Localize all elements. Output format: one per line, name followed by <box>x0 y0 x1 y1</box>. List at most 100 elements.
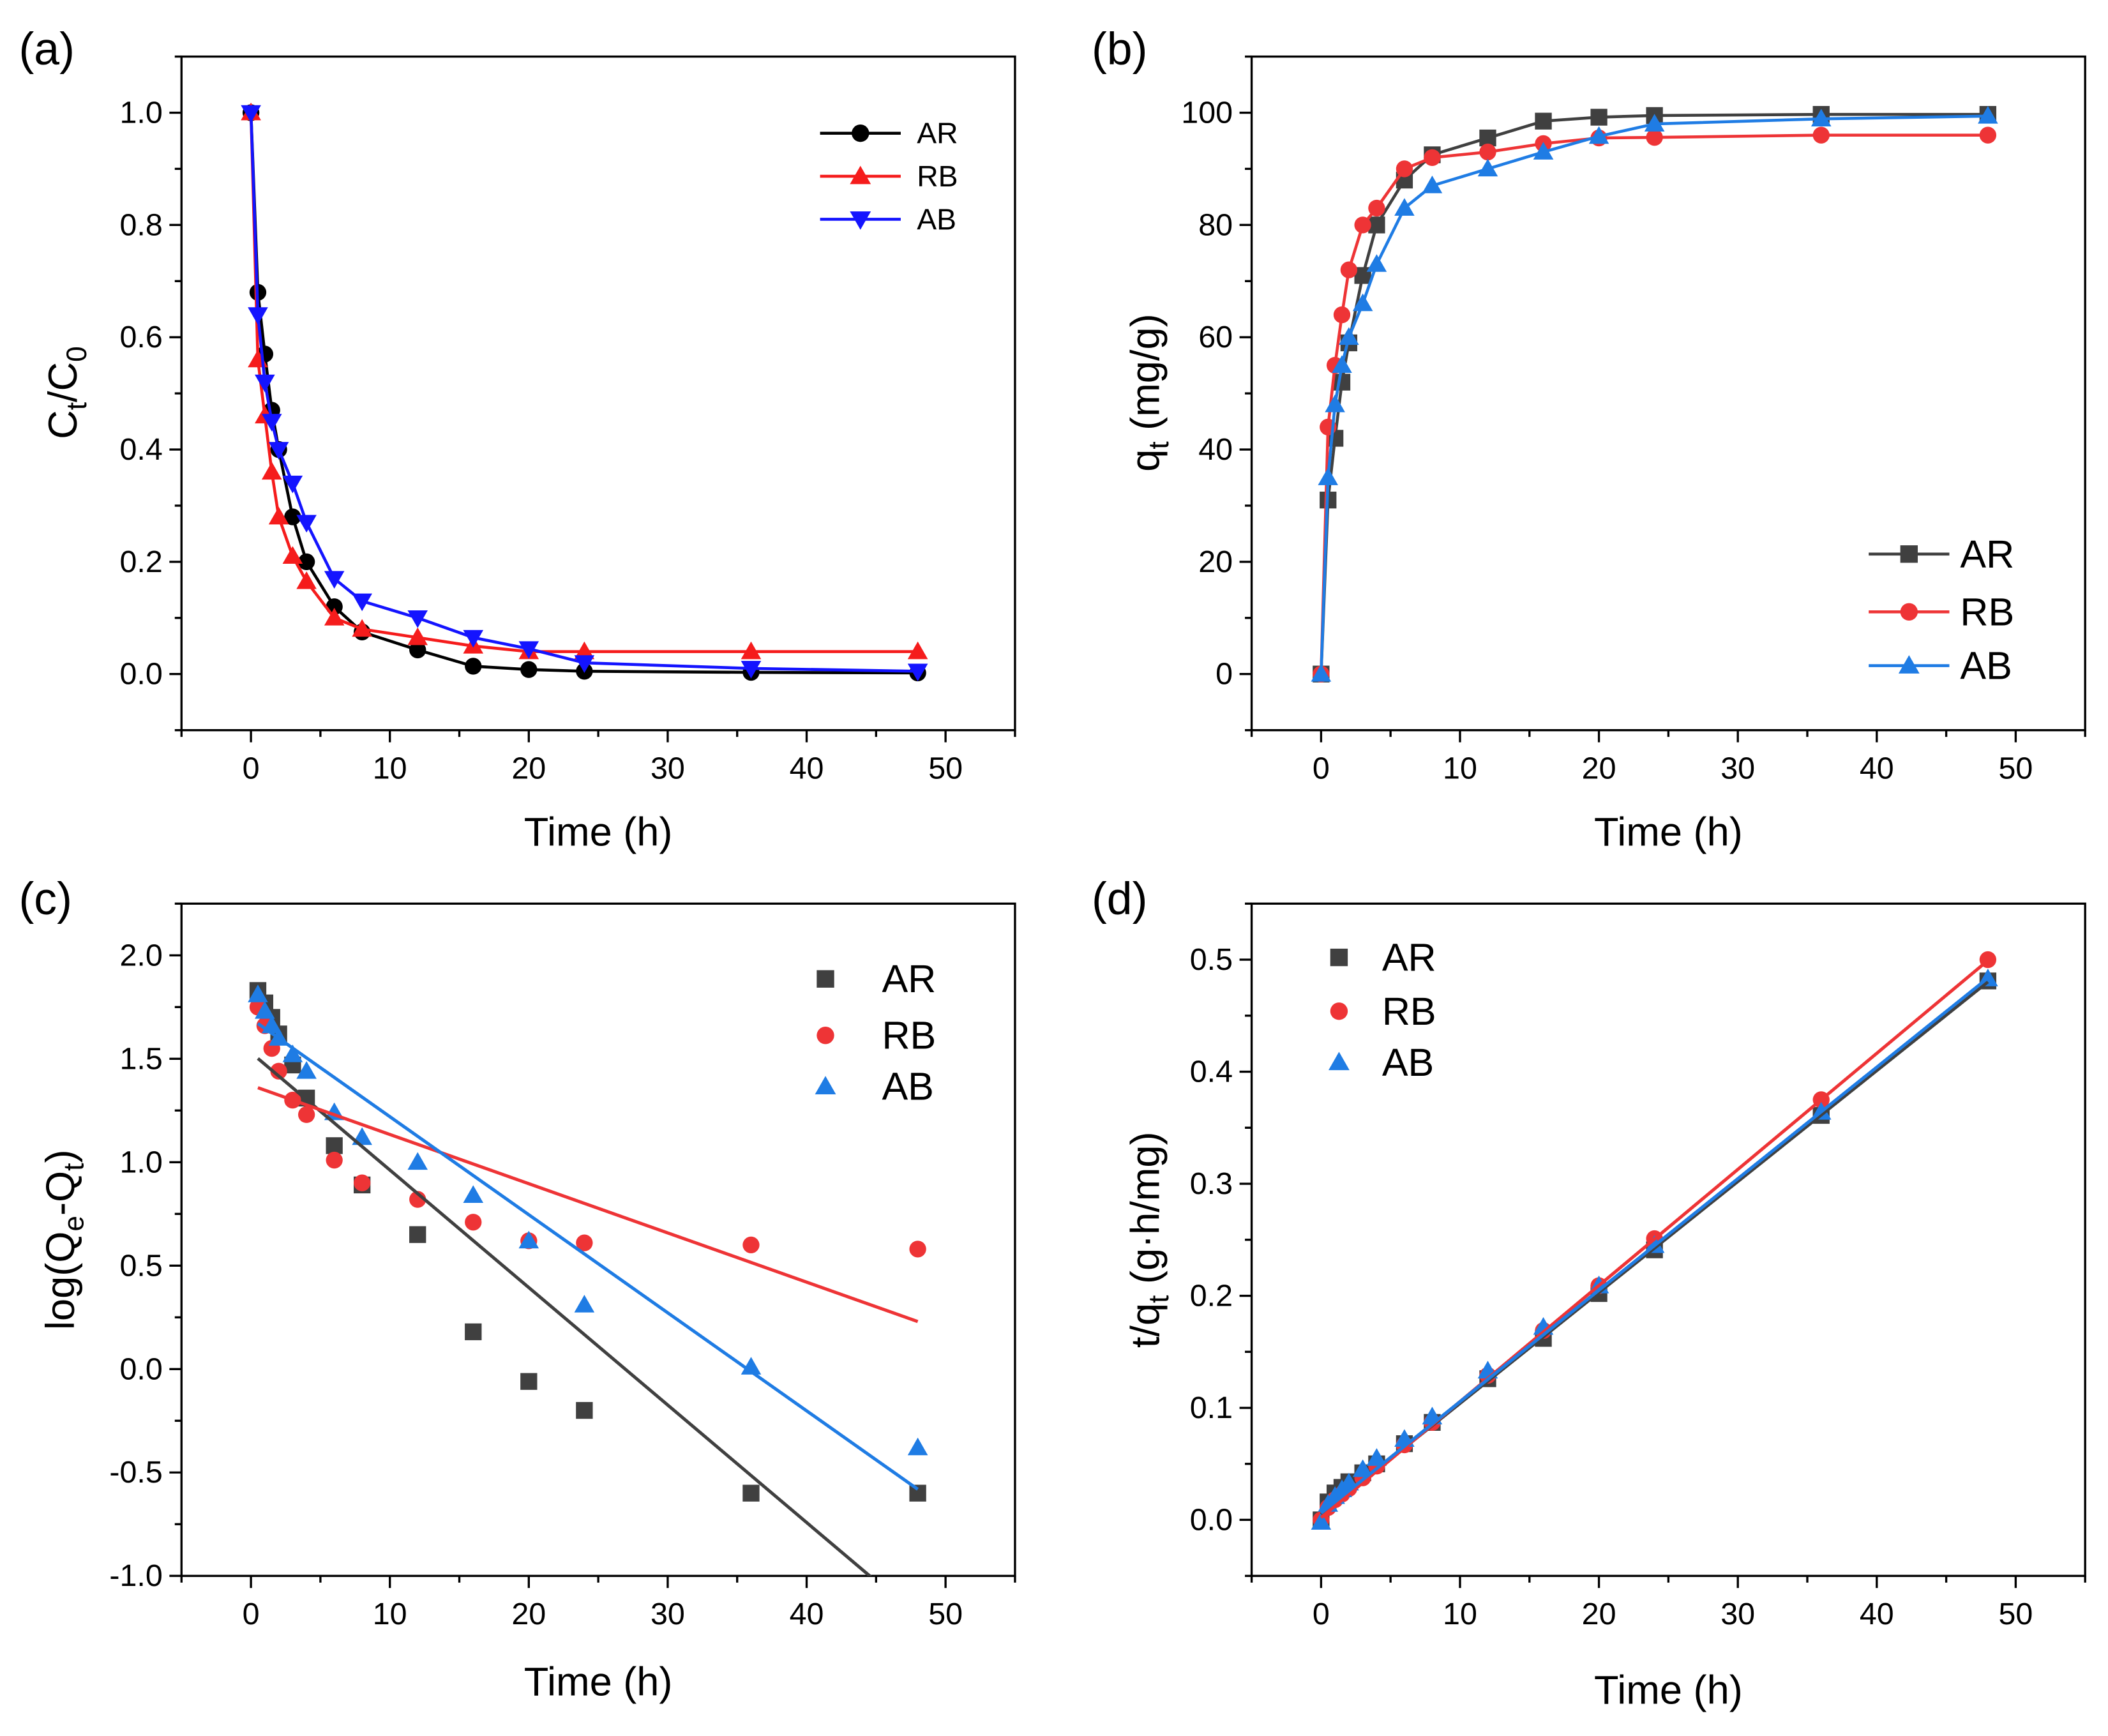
plot-area <box>248 982 928 1576</box>
data-point-rb <box>1479 143 1496 161</box>
legend-marker-ar <box>817 970 834 988</box>
y-axis-title-subscript: t <box>1143 1295 1175 1303</box>
data-point-ab <box>1533 142 1554 160</box>
data-point-rb <box>261 462 282 480</box>
y-axis-title: log(Qe-Qt) <box>38 1149 90 1330</box>
legend-item-ab: AB <box>815 1065 934 1108</box>
y-axis-title: Ct/C0 <box>41 346 93 439</box>
y-tick-label: 0.5 <box>1190 942 1233 977</box>
legend-marker-ar <box>1330 948 1348 967</box>
y-axis-title-subscript: t <box>59 1163 90 1171</box>
y-tick-label: 0.2 <box>119 545 162 579</box>
legend-marker-rb <box>1900 603 1918 621</box>
fit-line-ab <box>1320 976 1989 1514</box>
y-axis-title-text: t/q <box>1123 1303 1168 1348</box>
x-tick-label: 50 <box>1998 751 2033 785</box>
y-tick-label: 0.1 <box>1190 1391 1233 1425</box>
data-point-rb <box>297 1106 315 1123</box>
data-point-ab <box>268 442 289 460</box>
data-point-ab <box>248 985 268 1002</box>
data-point-ab <box>1352 293 1373 312</box>
plot-frame <box>1250 902 2086 1577</box>
data-point-rb <box>742 1236 760 1254</box>
data-point-rb <box>1396 160 1413 177</box>
legend-item-ab: AB <box>820 202 956 236</box>
x-tick-label: 0 <box>1313 1597 1330 1631</box>
legend-item-rb: RB <box>1330 990 1436 1033</box>
legend-marker-ar <box>852 124 870 142</box>
data-point-rb <box>1646 129 1663 146</box>
y-tick-label: 0.4 <box>1190 1055 1233 1089</box>
data-point-rb <box>268 506 289 525</box>
axes <box>169 55 1016 743</box>
legend-label: RB <box>1382 990 1436 1033</box>
x-tick-label: 10 <box>1443 1597 1477 1631</box>
data-point-ab <box>261 414 282 432</box>
y-axis-title-text: log(Q <box>38 1232 83 1330</box>
plot-area <box>1311 951 1998 1530</box>
legend-label: RB <box>917 160 958 193</box>
data-point-ar <box>465 1323 482 1341</box>
data-point-ar <box>520 1373 538 1390</box>
x-tick-label: 30 <box>1720 1597 1755 1631</box>
y-tick-label: 0.6 <box>119 320 162 354</box>
axes <box>1239 902 2086 1589</box>
x-tick-label: 50 <box>928 1597 963 1631</box>
legend-marker-rb <box>850 165 871 185</box>
data-point-rb <box>296 571 317 589</box>
legend-label: RB <box>1960 590 2014 633</box>
data-point-ab <box>518 1230 539 1249</box>
data-point-rb <box>407 627 428 645</box>
data-point-ar <box>297 553 315 571</box>
legend-label: AR <box>917 117 958 150</box>
x-tick-label: 20 <box>1582 751 1616 785</box>
data-point-ab <box>296 515 317 533</box>
legend-label: RB <box>882 1014 936 1057</box>
data-point-rb <box>282 546 303 564</box>
legend-marker-ar <box>1900 545 1918 563</box>
legend: AR RB AB <box>815 957 936 1108</box>
data-point-rb <box>324 608 345 626</box>
data-point-ab <box>241 105 261 123</box>
data-point-ar <box>326 1137 343 1154</box>
y-axis-title: t/qt (g·h/mg) <box>1123 1131 1175 1348</box>
data-point-ab <box>255 374 275 393</box>
plot-frame <box>180 902 1016 1577</box>
legend-marker-ab <box>815 1076 836 1095</box>
x-tick-label: 30 <box>651 751 685 785</box>
data-point-ab <box>407 1152 428 1170</box>
panel-label: (b) <box>1092 24 1147 75</box>
legend-item-rb: RB <box>817 1014 936 1057</box>
data-point-rb <box>326 1151 343 1169</box>
plot-frame <box>1250 55 2086 732</box>
y-axis-title-text: (g·h/mg) <box>1123 1131 1168 1295</box>
data-point-ar <box>1333 374 1351 391</box>
y-tick-label: 0.4 <box>119 432 162 467</box>
y-tick-label: 80 <box>1198 208 1233 242</box>
y-tick-label: 0 <box>1216 657 1233 691</box>
legend-marker-rb <box>1330 1002 1348 1020</box>
y-tick-label: 0.0 <box>1190 1502 1233 1537</box>
x-tick-label: 10 <box>1443 751 1477 785</box>
x-axis-title: Time (h) <box>1594 810 1743 855</box>
legend-label: AR <box>1382 936 1436 979</box>
y-tick-label: 0.5 <box>119 1248 162 1283</box>
y-axis-title-text: ) <box>38 1149 83 1163</box>
legend-item-ab: AB <box>1869 644 2012 688</box>
data-point-ab <box>1477 158 1498 177</box>
y-tick-label: 0.3 <box>1190 1166 1233 1201</box>
data-point-ar <box>909 1484 926 1502</box>
plot-frame <box>180 55 1016 732</box>
y-tick-label: 2.0 <box>119 938 162 972</box>
x-tick-label: 40 <box>790 1597 824 1631</box>
x-tick-label: 20 <box>511 1597 546 1631</box>
data-point-ab <box>352 593 372 612</box>
legend: AR RB AB <box>1329 936 1436 1084</box>
legend-item-ar: AR <box>1330 936 1436 979</box>
fit-line-rb <box>257 1086 919 1324</box>
panel-d: (d) 0 10 20 30 40 50 0.0 0.1 0.2 0.3 0.4 0.5 Time (h)… <box>1092 873 2086 1712</box>
legend-item-rb: RB <box>1869 590 2014 633</box>
legend-item-ar: AR <box>817 957 936 1000</box>
y-tick-label: 1.0 <box>119 1145 162 1179</box>
x-tick-label: 20 <box>1582 1597 1616 1631</box>
